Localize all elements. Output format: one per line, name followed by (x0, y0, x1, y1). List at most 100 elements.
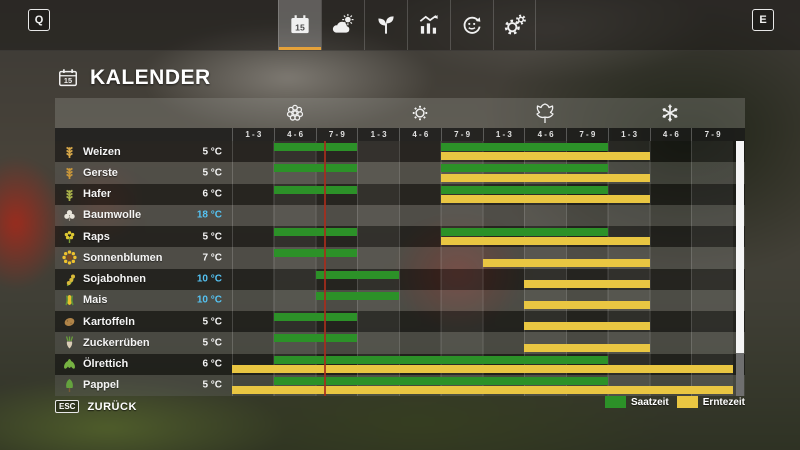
sow-bar (315, 270, 399, 279)
period-label: 7 - 9 (691, 128, 733, 141)
crop-icon-hafer (62, 187, 77, 202)
crop-name-cell: Ölrettich 6 °C (55, 354, 232, 375)
hotkey-q-button[interactable]: Q (28, 9, 50, 31)
crop-germination-temp: 5 °C (202, 316, 222, 328)
top-bar: Q E 15 (0, 0, 800, 51)
footer-bar: ESC ZURÜCK Saatzeit Erntezeit (55, 396, 745, 418)
crop-timeline (232, 226, 733, 248)
crop-row-sonnenblumen: Sonnenblumen 7 °C (55, 247, 745, 269)
crop-row-raps: Raps 5 °C (55, 226, 745, 248)
crop-name-cell: Zuckerrüben 5 °C (55, 332, 232, 353)
crop-name: Sonnenblumen (83, 251, 163, 264)
sow-bar (440, 164, 608, 173)
sow-bar (273, 334, 358, 343)
crop-row-kartoffeln: Kartoffeln 5 °C (55, 311, 745, 333)
tab-season-cycle[interactable] (450, 0, 493, 50)
legend: Saatzeit Erntezeit (604, 396, 745, 408)
harvest-bar (440, 194, 650, 203)
period-label: 7 - 9 (440, 128, 483, 141)
crop-timeline (232, 162, 733, 184)
legend-saatzeit-label: Saatzeit (630, 396, 669, 408)
hotkey-e-button[interactable]: E (752, 9, 774, 31)
crop-name: Zuckerrüben (83, 336, 150, 349)
period-label: 4 - 6 (399, 128, 441, 141)
leaf-icon (534, 102, 556, 124)
crop-row-weizen: Weizen 5 °C (55, 141, 745, 163)
tab-weather[interactable] (321, 0, 364, 50)
period-label: 1 - 3 (357, 128, 399, 141)
crop-row-pappel: Pappel 5 °C (55, 374, 745, 396)
harvest-bar (440, 152, 650, 161)
crop-icon-pappel (62, 378, 77, 393)
harvest-bar (440, 173, 650, 182)
svg-text:15: 15 (64, 76, 72, 85)
crop-icon-raps (62, 229, 77, 244)
period-label: 7 - 9 (315, 128, 358, 141)
crop-name-cell: Mais 10 °C (55, 290, 232, 311)
crop-icon-oelrettich (62, 357, 77, 372)
crop-germination-temp: 6 °C (202, 358, 222, 370)
sow-bar (440, 185, 608, 194)
crop-name: Baumwolle (83, 209, 142, 222)
crop-name-cell: Sojabohnen 10 °C (55, 269, 232, 290)
crop-timeline (232, 353, 733, 375)
calendar-icon: 15 (287, 12, 313, 38)
crop-name: Ölrettich (83, 358, 129, 371)
legend-saatzeit-swatch (604, 396, 626, 408)
crop-name: Sojabohnen (83, 273, 146, 286)
sow-bar (273, 249, 358, 258)
period-label: 4 - 6 (524, 128, 566, 141)
sow-bar (273, 228, 358, 236)
period-label: 7 - 9 (566, 128, 608, 141)
crop-germination-temp: 5 °C (202, 337, 222, 349)
crop-timeline (232, 374, 733, 396)
crop-timeline (232, 141, 733, 163)
tab-statistics[interactable] (407, 0, 450, 50)
crop-germination-temp: 6 °C (202, 188, 222, 200)
period-label: 1 - 3 (607, 128, 650, 141)
crop-timeline (232, 311, 733, 333)
crop-row-baumwolle: Baumwolle 18 °C (55, 204, 745, 226)
chart-icon (416, 12, 442, 38)
crop-name-cell: Weizen 5 °C (55, 141, 232, 162)
scrollbar-thumb[interactable] (736, 141, 744, 353)
crop-name-cell: Gerste 5 °C (55, 162, 232, 183)
crop-germination-temp: 5 °C (202, 146, 222, 158)
page-header: 15 KALENDER (57, 66, 211, 90)
crop-rows: Weizen 5 °C Gerste 5 °C Hafer 6 °C Baumw… (55, 141, 745, 396)
crop-timeline (232, 183, 733, 205)
harvest-bar (440, 237, 650, 246)
vertical-scrollbar[interactable] (736, 141, 744, 396)
crop-name-cell: Pappel 5 °C (55, 375, 232, 396)
crop-icon-sojabohnen (62, 272, 77, 287)
crop-name: Gerste (83, 166, 118, 179)
crop-timeline (232, 289, 733, 311)
season-summer (357, 98, 482, 128)
crop-germination-temp: 7 °C (202, 252, 222, 264)
crop-name: Hafer (83, 188, 112, 201)
sow-bar (273, 313, 358, 321)
crop-row-oelrettich: Ölrettich 6 °C (55, 353, 745, 375)
tab-calendar[interactable]: 15 (278, 0, 321, 50)
crop-name-cell: Raps 5 °C (55, 226, 232, 247)
period-label: 4 - 6 (273, 128, 316, 141)
harvest-bar (524, 301, 650, 309)
sow-bar (440, 143, 608, 151)
sow-bar (315, 291, 399, 300)
legend-saatzeit: Saatzeit (604, 396, 669, 408)
sow-bar (273, 143, 358, 151)
cycle-icon (459, 12, 485, 38)
crop-germination-temp: 5 °C (202, 231, 222, 243)
crop-name-cell: Hafer 6 °C (55, 184, 232, 205)
crop-icon-mais (62, 293, 77, 308)
back-hint[interactable]: ESC ZURÜCK (55, 400, 137, 413)
crop-icon-zuckerrueben (62, 335, 77, 350)
tab-crops[interactable] (364, 0, 407, 50)
sow-bar (440, 228, 608, 236)
tab-settings[interactable] (493, 0, 536, 50)
season-autumn (483, 98, 608, 128)
